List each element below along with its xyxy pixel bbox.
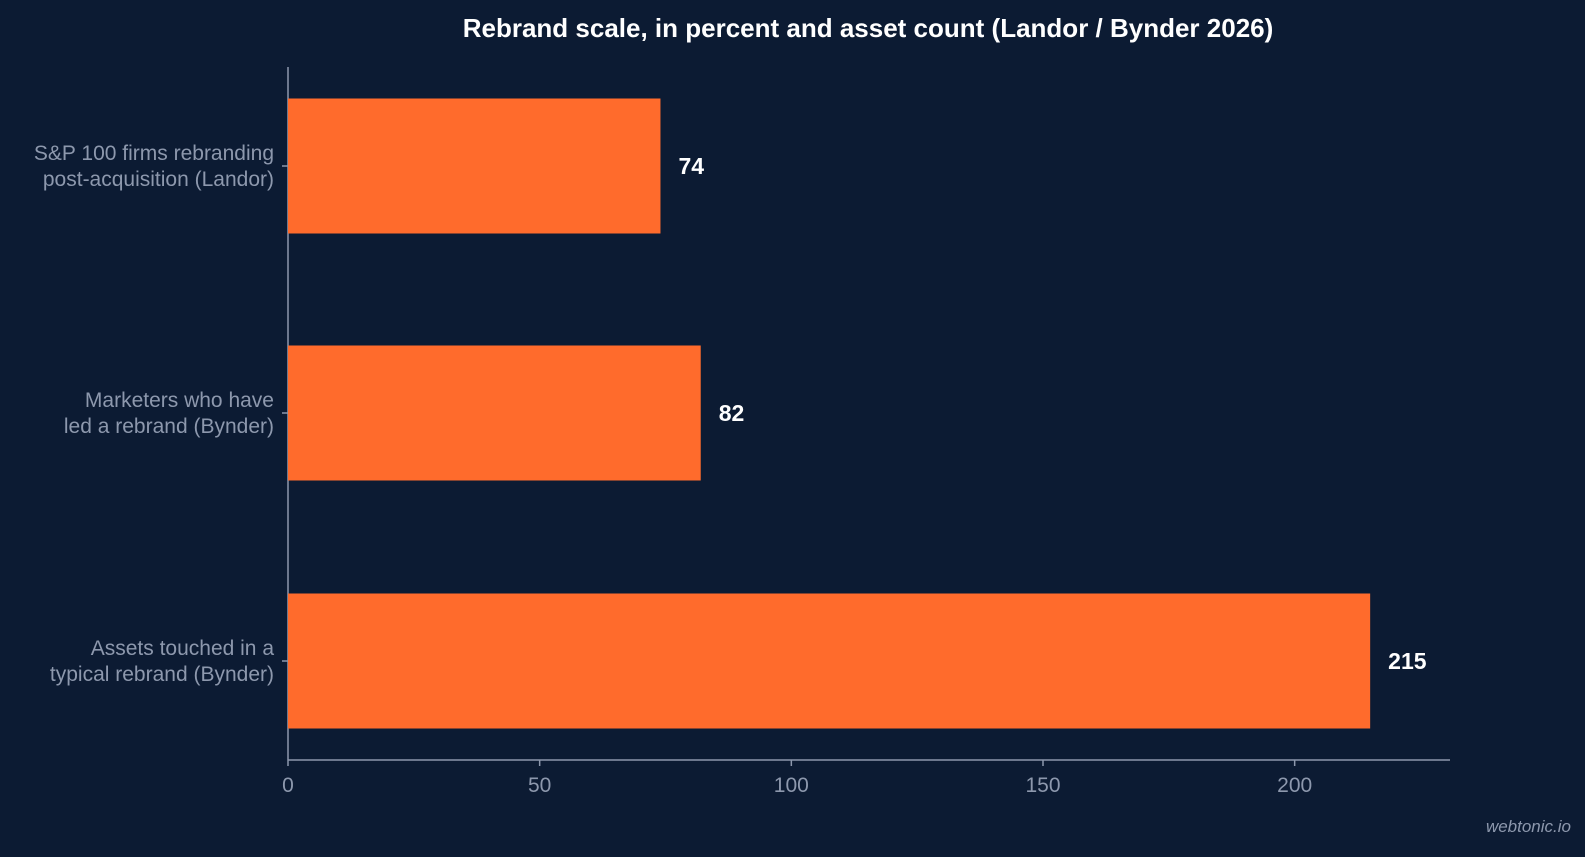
chart-title: Rebrand scale, in percent and asset coun… — [463, 13, 1274, 43]
bar — [288, 98, 661, 234]
x-tick-label: 100 — [774, 774, 809, 797]
category-label-line: led a rebrand (Bynder) — [64, 415, 274, 438]
watermark: webtonic.io — [1485, 817, 1571, 836]
data-label: 82 — [719, 400, 745, 426]
category-label: Assets touched in a typical rebrand (Bynd… — [50, 637, 274, 686]
category-label-line: typical rebrand (Bynder) — [50, 663, 274, 686]
category-label: Marketers who have led a rebrand (Bynder) — [64, 389, 274, 438]
category-label-line: post-acquisition (Landor) — [43, 168, 274, 191]
bar — [288, 593, 1371, 729]
data-label: 74 — [678, 153, 704, 179]
x-tick-label: 150 — [1025, 774, 1060, 797]
x-tick-label: 50 — [528, 774, 551, 797]
category-label-line: Assets touched in a — [91, 637, 275, 660]
labels: 0 50 100 150 200 S&P 100 firms rebranding post… — [34, 142, 1427, 797]
bars — [288, 98, 1371, 729]
x-tick-label: 200 — [1277, 774, 1312, 797]
category-label-line: S&P 100 firms rebranding — [34, 142, 274, 165]
bar — [288, 345, 701, 481]
x-tick-label: 0 — [282, 774, 294, 797]
category-label-line: Marketers who have — [85, 389, 274, 412]
data-label: 215 — [1388, 648, 1427, 674]
category-label: S&P 100 firms rebranding post-acquisition… — [34, 142, 274, 191]
